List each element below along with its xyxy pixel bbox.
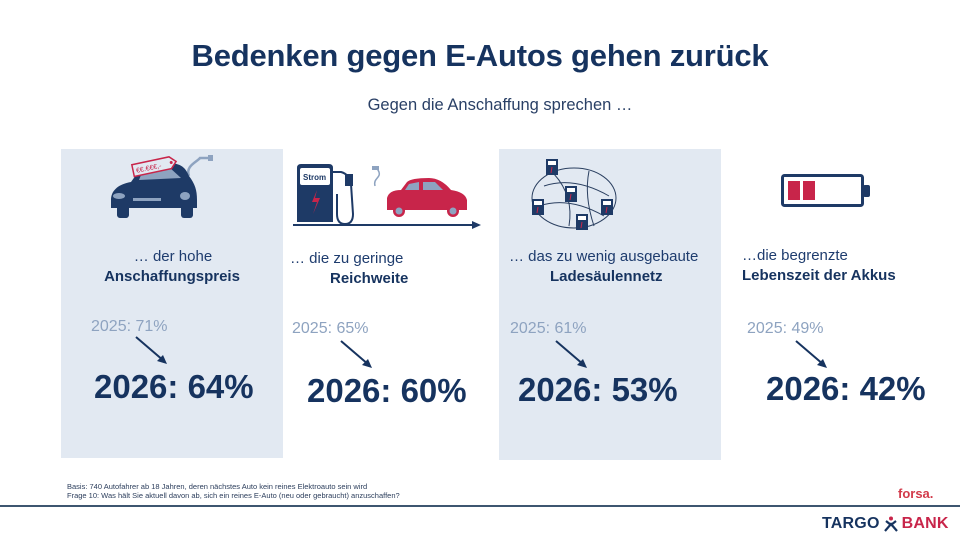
value-2026: 2026: 42% xyxy=(766,370,926,407)
concern-line1: … das zu wenig ausgebaute xyxy=(509,248,699,265)
logo-text-right: BANK xyxy=(901,515,949,532)
panel-purchase-price: €€.€€€,- … der hohe Anschaffungspreis 20… xyxy=(61,149,283,458)
logo-x-icon xyxy=(883,516,898,532)
concern-line1: … die zu geringe xyxy=(290,250,404,267)
targobank-logo: TARGO BANK xyxy=(822,515,949,533)
concern-label-bold-wrap: Ladesäulennetz xyxy=(550,267,663,287)
forsa-logo: forsa. xyxy=(898,486,934,501)
footnote-basis: Basis: 740 Autofahrer ab 18 Jahren, dere… xyxy=(67,482,368,491)
charging-network-icon xyxy=(531,159,617,230)
concern-label-bold-wrap: Lebenszeit der Akkus xyxy=(742,266,896,286)
concern-line1: …die begrenzte xyxy=(742,247,848,264)
concern-line2: Anschaffungspreis xyxy=(104,268,240,285)
page-subtitle: Gegen die Anschaffung sprechen … xyxy=(367,96,633,114)
footnote-question: Frage 10: Was hält Sie aktuell davon ab,… xyxy=(67,491,400,500)
value-2025: 2025: 49% xyxy=(747,320,824,337)
value-2026: 2026: 64% xyxy=(94,368,254,405)
charging-range-icon: Strom xyxy=(293,164,481,229)
concern-label-bold-wrap: Anschaffungspreis xyxy=(61,267,283,287)
value-2025: 2025: 71% xyxy=(91,318,168,335)
trend-down-arrow-icon xyxy=(795,340,827,368)
footer-divider xyxy=(0,505,960,507)
concern-label-bold-wrap: Reichweite xyxy=(330,269,408,289)
trend-down-arrow-icon xyxy=(135,336,167,364)
concern-line1: … der hohe xyxy=(133,248,213,265)
value-2026: 2026: 53% xyxy=(518,371,678,408)
trend-down-arrow-icon xyxy=(555,340,587,368)
concern-line2: Lebenszeit der Akkus xyxy=(742,267,896,284)
value-2025: 2025: 65% xyxy=(292,320,369,337)
page-title: Bedenken gegen E-Autos gehen zurück xyxy=(191,38,769,73)
pump-label: Strom xyxy=(303,173,326,182)
low-battery-icon xyxy=(781,174,870,207)
value-2026: 2026: 60% xyxy=(307,372,467,409)
panel-battery-life: …die begrenzte Lebenszeit der Akkus 2025… xyxy=(725,149,955,458)
panel-range: Strom … die zu geringe Reichweite 2025: … xyxy=(283,149,493,458)
footnote: Basis: 740 Autofahrer ab 18 Jahren, dere… xyxy=(67,482,400,500)
concern-line2: Ladesäulennetz xyxy=(550,268,663,285)
logo-text-left: TARGO xyxy=(822,515,880,532)
concern-line2: Reichweite xyxy=(330,270,409,287)
trend-down-arrow-icon xyxy=(340,340,372,368)
value-2025: 2025: 61% xyxy=(510,320,587,337)
panel-charging-network: … das zu wenig ausgebaute Ladesäulennetz… xyxy=(499,149,721,460)
car-price-tag-icon: €€.€€€,- xyxy=(111,155,213,218)
concern-label: … der hohe xyxy=(113,247,233,267)
